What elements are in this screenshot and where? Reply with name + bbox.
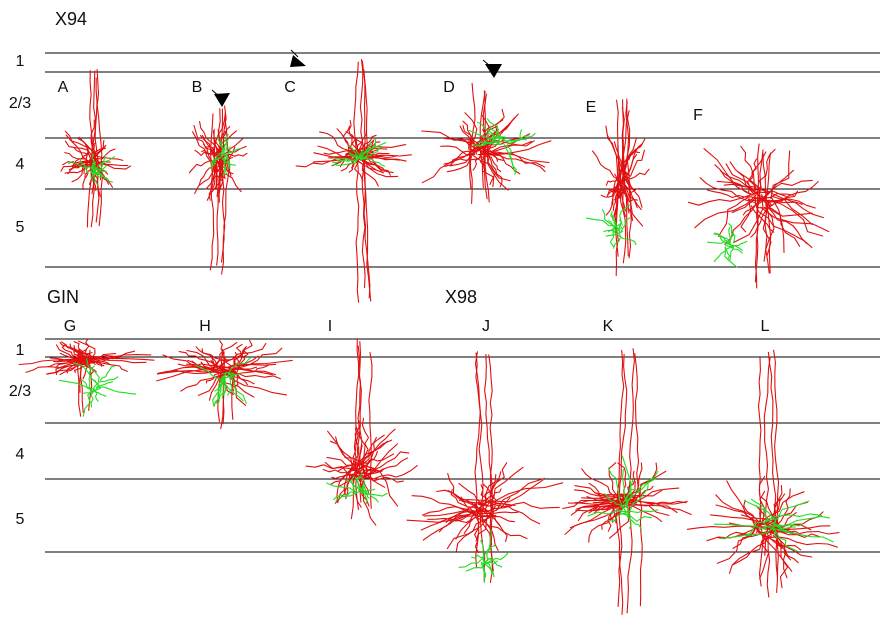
neurite	[735, 241, 747, 245]
panel-label: E	[586, 99, 597, 116]
panel-label: B	[192, 79, 203, 96]
layer-label: 5	[16, 219, 25, 236]
arrow-head	[485, 64, 502, 78]
neurite	[101, 366, 115, 380]
group-title: GIN	[47, 287, 79, 307]
neurite	[179, 352, 214, 366]
neurite	[362, 61, 370, 301]
neurite	[471, 154, 510, 180]
neurite	[764, 357, 770, 597]
panel-label: J	[482, 318, 490, 335]
neurite	[354, 62, 359, 302]
layer-label: 4	[16, 446, 25, 463]
panel-label: K	[603, 318, 614, 335]
panel-label: C	[284, 79, 296, 96]
layer-label: 1	[16, 342, 25, 359]
layer-label: 1	[16, 53, 25, 70]
neurite	[593, 151, 619, 180]
neurite	[472, 555, 485, 558]
neurite	[730, 247, 734, 262]
group-title: X98	[445, 287, 477, 307]
neurite	[189, 161, 214, 173]
neurite	[336, 437, 353, 466]
panel-label: D	[443, 79, 455, 96]
arrow-head	[214, 93, 230, 107]
neurite	[459, 558, 483, 568]
neurite	[369, 352, 372, 508]
panel-label: H	[199, 318, 211, 335]
layer-label: 4	[16, 156, 25, 173]
panel-label: L	[761, 318, 770, 335]
neuron-drawings	[19, 60, 839, 615]
neurite	[364, 487, 367, 503]
figure: X94 1 2/3 4 5 A B C D E F GIN X98 1 2/3 …	[0, 0, 880, 631]
layer-label: 5	[16, 511, 25, 528]
layer-label: 2/3	[9, 383, 31, 400]
neurite	[97, 70, 102, 226]
neurite	[95, 386, 98, 401]
panel-label: A	[58, 79, 69, 96]
panel-label: I	[328, 318, 332, 335]
panel-label: F	[693, 107, 703, 124]
panel-label: G	[64, 318, 76, 335]
layer-label: 2/3	[9, 95, 31, 112]
page: {"groups": [ {"title": "X94", "layers": …	[0, 0, 880, 631]
neurite	[98, 387, 136, 394]
neurite	[715, 165, 752, 195]
neurite	[320, 132, 355, 155]
group-title: X94	[55, 9, 87, 29]
neurite	[327, 483, 355, 491]
